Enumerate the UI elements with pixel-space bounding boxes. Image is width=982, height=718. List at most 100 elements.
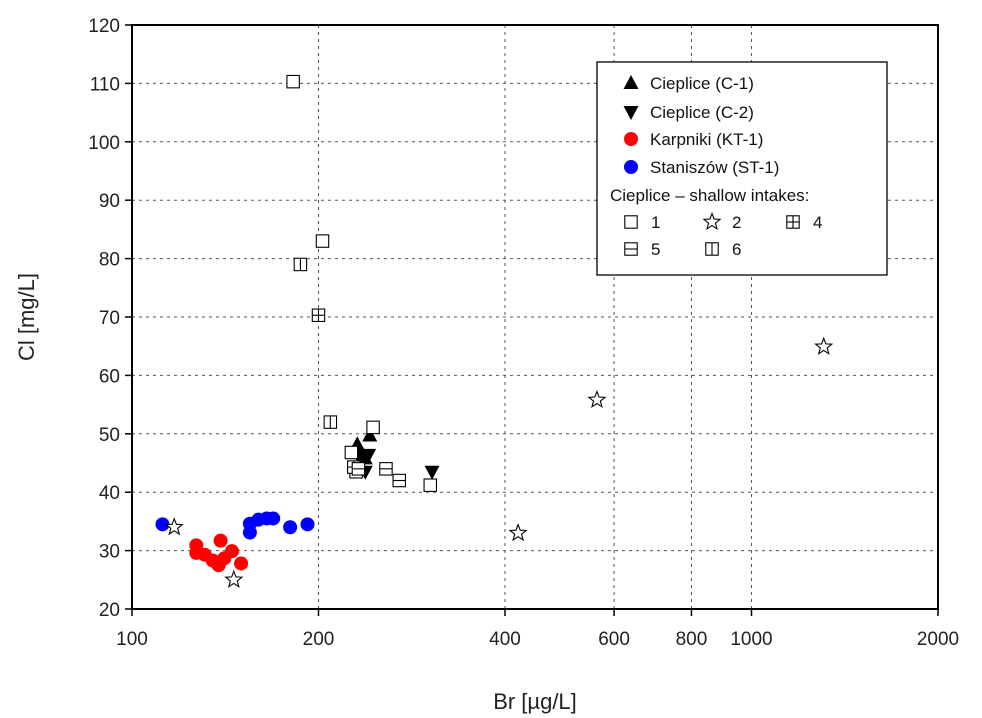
legend-entry: Cieplice (C-2) [623, 103, 754, 122]
legend-box [596, 61, 888, 276]
data-point [213, 533, 228, 548]
legend-label: 4 [813, 213, 822, 232]
legend: Cieplice (C-1) Cieplice (C-2) Karpniki (KT… [596, 61, 888, 276]
x-tick-label: 200 [303, 629, 335, 650]
y-tick-label: 20 [99, 600, 120, 621]
data-point [423, 478, 438, 492]
series-1 [286, 74, 438, 492]
square-marker [286, 74, 300, 89]
data-point [293, 257, 308, 272]
series-stanisz-w-st-1 [155, 511, 315, 540]
legend-label: 1 [651, 213, 660, 232]
star-marker [164, 517, 184, 536]
data-point [224, 544, 239, 559]
circle-marker [266, 511, 281, 526]
legend-label: Staniszów (ST-1) [650, 158, 779, 177]
square-marker [366, 420, 380, 435]
triangle-down-marker [623, 106, 639, 120]
circle-marker [213, 533, 228, 548]
y-tick-label: 50 [99, 425, 120, 446]
circle-marker [155, 517, 170, 532]
axis-ticks: 100 200 400 600 800 1000 2000 20 30 40 50 60 70 80 90 1… [88, 16, 959, 650]
star-marker [702, 211, 722, 231]
x-tick-label: 100 [116, 629, 148, 650]
legend-label: 5 [651, 240, 660, 259]
data-point [587, 389, 607, 409]
legend-label: Cieplice (C-1) [650, 74, 754, 93]
y-tick-label: 120 [88, 16, 120, 37]
data-point [361, 448, 377, 463]
triangle-down-marker [361, 448, 377, 463]
y-tick-label: 100 [88, 133, 120, 154]
data-point [814, 336, 834, 355]
x-axis-label: Br [µg/L] [493, 689, 577, 714]
data-point [351, 462, 366, 476]
data-point [155, 517, 170, 532]
circle-marker [234, 556, 249, 571]
y-tick-label: 80 [99, 250, 120, 271]
square-marker [315, 234, 330, 248]
data-point [283, 520, 298, 535]
triangle-up-marker [362, 427, 378, 442]
y-tick-label: 110 [90, 74, 120, 95]
data-point [379, 462, 393, 476]
circle-marker [224, 544, 239, 559]
legend-label: Karpniki (KT-1) [650, 130, 763, 149]
data-point [366, 420, 380, 435]
legend-entry: 1 [624, 213, 660, 232]
triangle-down-marker [424, 465, 440, 480]
data-points [155, 74, 834, 588]
x-tick-label: 600 [598, 629, 630, 650]
x-tick-label: 1000 [730, 629, 772, 650]
y-tick-label: 40 [99, 483, 120, 504]
data-point [508, 523, 528, 542]
star-marker [814, 336, 834, 355]
series-karpniki-kt-1 [189, 533, 249, 573]
legend-entry: 2 [702, 211, 741, 232]
legend-label: 2 [732, 213, 741, 232]
square-marker [624, 215, 638, 229]
star-marker [508, 523, 528, 542]
series-2 [164, 336, 834, 588]
legend-group-title: Cieplice – shallow intakes: [610, 186, 809, 205]
legend-label: 6 [732, 240, 741, 259]
series-5 [351, 462, 406, 488]
legend-entry: 4 [786, 213, 822, 232]
legend-entry: Cieplice (C-1) [623, 74, 754, 93]
data-point [315, 234, 330, 248]
data-point [424, 465, 440, 480]
data-point [286, 74, 300, 89]
data-point [300, 517, 315, 532]
data-point [344, 445, 359, 460]
square-marker [344, 445, 359, 460]
y-tick-label: 60 [99, 366, 120, 387]
y-tick-label: 70 [99, 308, 120, 329]
y-axis-label: Cl [mg/L] [14, 273, 39, 361]
series-6 [293, 257, 338, 429]
grid [132, 25, 938, 609]
data-point [234, 556, 249, 571]
data-point [362, 427, 378, 442]
circle-marker [283, 520, 298, 535]
x-tick-label: 800 [676, 629, 708, 650]
y-tick-label: 90 [99, 191, 120, 212]
circle-marker [300, 517, 315, 532]
data-point [392, 473, 406, 488]
circle-marker [624, 160, 638, 174]
star-marker [224, 569, 244, 588]
legend-entry: 5 [624, 240, 660, 259]
data-point [311, 308, 326, 322]
legend-label: Cieplice (C-2) [650, 103, 754, 122]
data-point [224, 569, 244, 588]
legend-entry: 6 [705, 240, 741, 259]
x-tick-label: 2000 [917, 629, 959, 650]
data-point [164, 517, 184, 536]
circle-marker [624, 132, 638, 146]
y-tick-label: 30 [99, 542, 120, 563]
star-marker [587, 389, 607, 409]
legend-entry: Staniszów (ST-1) [624, 158, 779, 177]
triangle-up-marker [623, 75, 639, 89]
legend-entry: Karpniki (KT-1) [624, 130, 763, 149]
data-point [323, 415, 338, 429]
